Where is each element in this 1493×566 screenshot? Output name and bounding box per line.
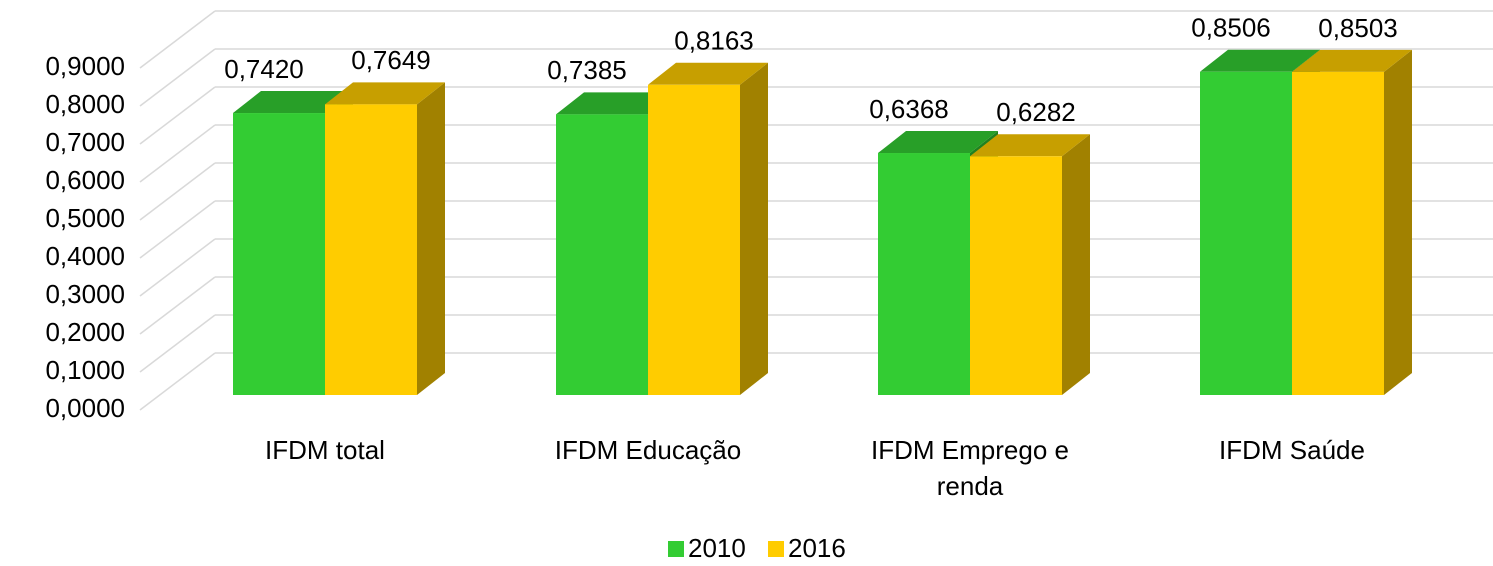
grid-line [139,200,216,259]
grid-line [139,86,216,145]
data-label: 0,7649 [351,45,431,75]
bar [970,156,1062,395]
grid-line [139,124,216,183]
bar-top [556,92,676,115]
legend-swatch [768,541,784,557]
grid-line [139,314,216,373]
data-label: 0,8503 [1318,13,1398,43]
bar [325,104,417,395]
x-tick-label: IFDM total [265,435,385,465]
bar [1292,71,1384,396]
y-tick-label: 0,8000 [45,89,125,119]
bar-side [1384,49,1412,396]
bar-top [970,134,1090,157]
y-tick-label: 0,9000 [45,51,125,81]
data-label: 0,6368 [869,94,949,124]
grid-line [139,276,216,335]
y-tick-label: 0,0000 [45,393,125,423]
x-tick-label: IFDM Saúde [1219,435,1365,465]
legend-label: 2016 [788,533,846,563]
y-tick-label: 0,3000 [45,279,125,309]
data-label: 0,7420 [224,54,304,84]
bar [878,153,970,395]
y-tick-label: 0,7000 [45,127,125,157]
data-label: 0,8506 [1191,13,1271,43]
grid-line [139,48,216,107]
bar-top [233,91,353,114]
data-label: 0,7385 [547,55,627,85]
bar [233,113,325,395]
legend-label: 2010 [688,533,746,563]
bar-side [1062,134,1090,395]
legend-swatch [668,541,684,557]
bar-side [417,82,445,395]
y-tick-label: 0,6000 [45,165,125,195]
bar-top [878,131,998,154]
x-tick-label: IFDM Emprego e renda [871,435,1069,501]
bar-top [648,62,768,85]
y-tick-label: 0,2000 [45,317,125,347]
grid-line [139,352,216,411]
bar-side [740,62,768,395]
grid-line [139,238,216,297]
data-label: 0,8163 [674,26,754,56]
y-tick-label: 0,5000 [45,203,125,233]
bar-top [325,82,445,105]
bar-top [1292,49,1412,72]
grid-line [139,162,216,221]
bar-top [1200,49,1320,72]
y-tick-label: 0,4000 [45,241,125,271]
y-tick-label: 0,1000 [45,355,125,385]
x-tick-label: IFDM Educação [554,435,742,465]
data-label: 0,6282 [996,97,1076,127]
bar [556,114,648,396]
grid-line [139,10,216,69]
bar [1200,71,1292,395]
bar [648,84,740,395]
